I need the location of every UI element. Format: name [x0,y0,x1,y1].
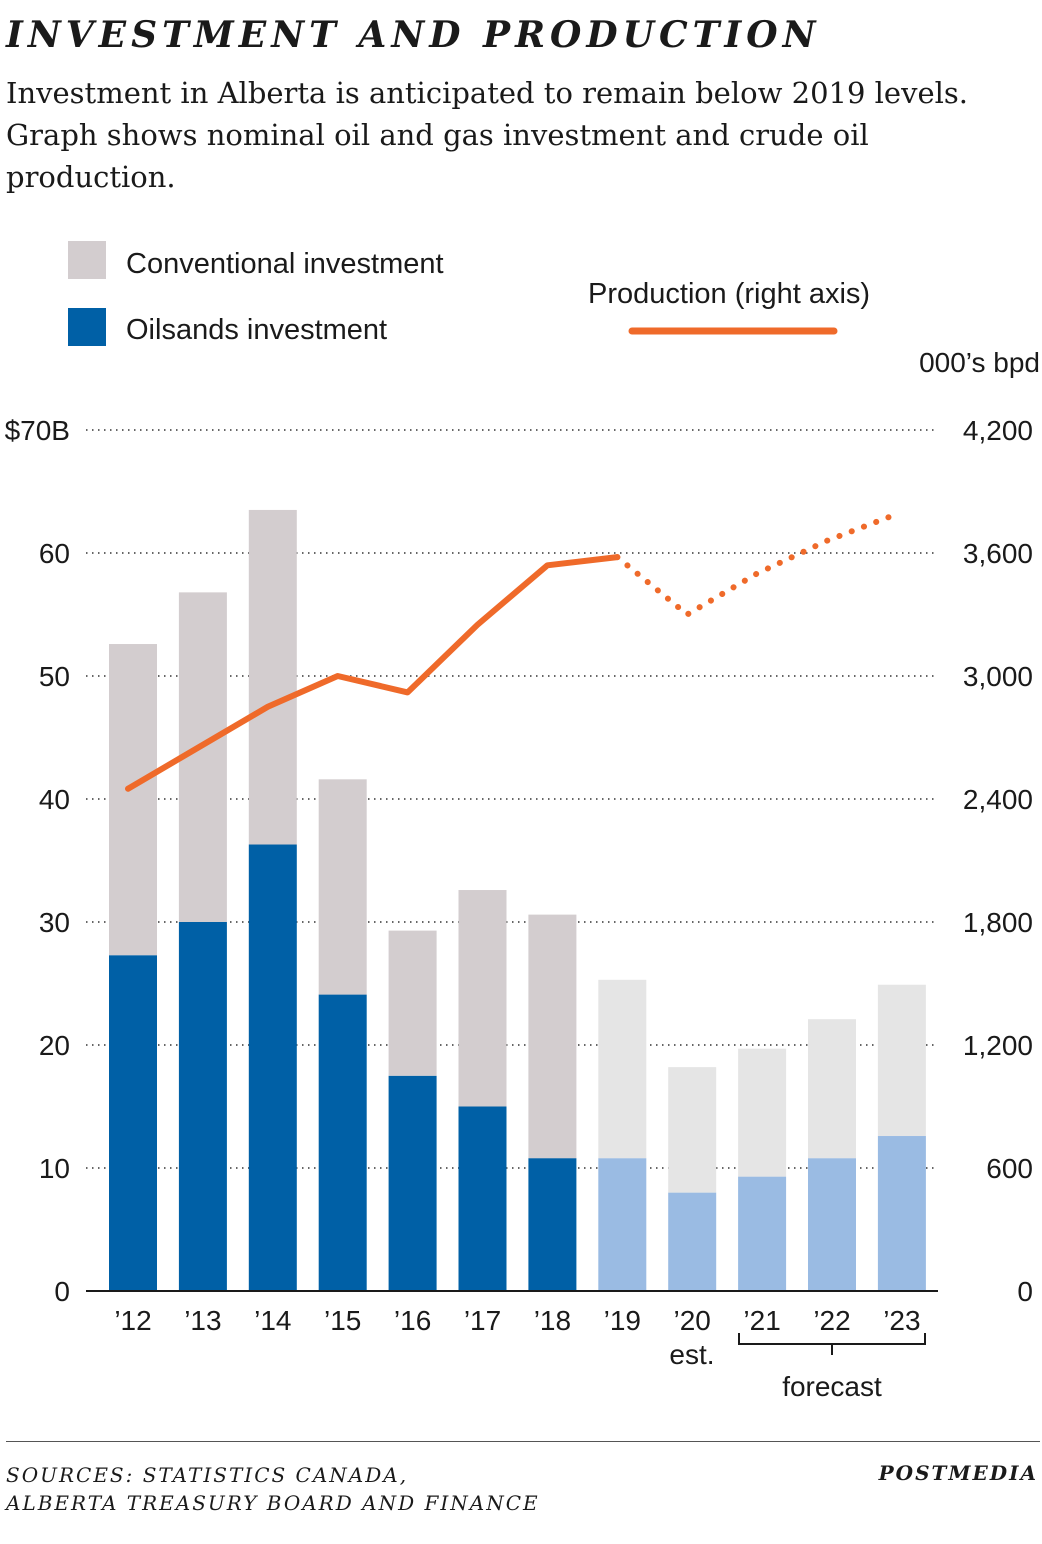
x-tick-label: ’20 [674,1305,711,1336]
y-tick-label-left: 0 [54,1276,70,1307]
chart-subtitle: Investment in Alberta is anticipated to … [6,76,968,194]
bar-conventional [528,914,577,1159]
bar-conventional [388,930,437,1076]
legend-label-production: Production (right axis) [588,278,870,310]
production-line-actual [125,554,621,792]
bar-conventional [877,984,926,1137]
bar-oilsands [877,1136,926,1291]
x-tick-label: ’18 [534,1305,571,1336]
bar-conventional [458,890,507,1107]
x-tick-label: ’19 [604,1305,641,1336]
x-tick-label: ’15 [324,1305,361,1336]
y-tick-label-right: 1,200 [963,1030,1033,1061]
y-tick-label-right: 600 [986,1153,1033,1184]
y-tick-label-left: $70B [5,415,70,446]
y-tick-label-right: 1,800 [963,907,1033,938]
y-tick-label-right: 3,000 [963,661,1033,692]
y-tick-label-left: 20 [39,1030,70,1061]
credit-label: POSTMEDIA [878,1461,1038,1485]
bar-oilsands [178,922,227,1291]
production-line-forecast [614,511,900,619]
y-tick-label-left: 50 [39,661,70,692]
bar-oilsands [109,955,157,1291]
bar-conventional [318,779,367,995]
bar-oilsands [458,1106,507,1291]
y-tick-label-left: 60 [39,538,70,569]
bar-conventional [668,1067,717,1193]
footer-rule [6,1441,1040,1442]
bar-oilsands [528,1158,577,1291]
sources-line-1: SOURCES: STATISTICS CANADA, [6,1463,409,1487]
x-tick-label: ’21 [743,1305,780,1336]
legend-swatch-conventional [68,241,106,279]
estimate-label: est. [669,1339,714,1370]
x-tick-label: ’14 [254,1305,291,1336]
sources-note: SOURCES: STATISTICS CANADA, ALBERTA TREA… [6,1461,540,1517]
y-tick-label-right: 2,400 [963,784,1033,815]
legend-label-oilsands: Oilsands investment [126,314,387,346]
x-tick-label: ’16 [394,1305,431,1336]
y-tick-label-right: 0 [1017,1276,1033,1307]
y-tick-label-left: 40 [39,784,70,815]
x-tick-label: ’23 [883,1305,920,1336]
x-tick-label: ’17 [464,1305,501,1336]
x-tick-label: ’12 [114,1305,151,1336]
y-tick-label-left: 30 [39,907,70,938]
bar-conventional [738,1048,787,1177]
chart-canvas: Conventional investment Oilsands investm… [5,241,1040,1402]
x-tick-label: ’22 [813,1305,850,1336]
y-tick-label-left: 10 [39,1153,70,1184]
forecast-label: forecast [782,1371,882,1402]
bar-oilsands [318,994,367,1291]
bar-oilsands [388,1075,437,1291]
sources-line-2: ALBERTA TREASURY BOARD AND FINANCE [6,1491,540,1515]
bar-oilsands [668,1192,717,1291]
x-tick-label: ’13 [184,1305,221,1336]
bar-oilsands [598,1158,647,1291]
y-tick-label-right: 4,200 [963,415,1033,446]
bar-conventional [598,979,647,1159]
bar-conventional [109,644,157,956]
forecast-bracket [738,1333,926,1355]
bar-oilsands [808,1158,856,1291]
right-axis-unit: 000’s bpd [919,347,1040,378]
chart-title: INVESTMENT AND PRODUCTION [6,14,821,56]
bar-conventional [808,1019,856,1159]
y-tick-label-right: 3,600 [963,538,1033,569]
bar-oilsands [248,844,297,1291]
bar-oilsands [738,1176,787,1291]
legend-swatch-oilsands [68,308,106,346]
legend-label-conventional: Conventional investment [126,248,444,280]
bar-conventional [248,509,297,845]
